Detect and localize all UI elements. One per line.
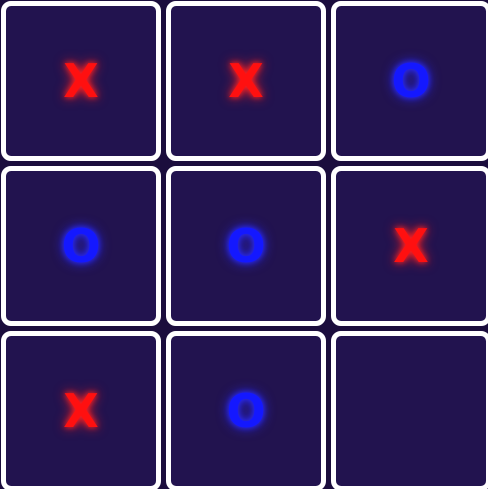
x-mark: X (63, 54, 99, 108)
o-mark: O (391, 54, 431, 108)
cell-r1-c1[interactable]: X (1, 1, 161, 161)
x-mark: X (228, 54, 264, 108)
cell-r1-c3[interactable]: O (331, 1, 488, 161)
cell-r2-c3[interactable]: X (331, 166, 488, 326)
o-mark: O (61, 219, 101, 273)
cell-r1-c2[interactable]: X (166, 1, 326, 161)
cell-r3-c2[interactable]: O (166, 331, 326, 489)
cell-r3-c3[interactable] (331, 331, 488, 489)
x-mark: X (63, 384, 99, 438)
x-mark: X (393, 219, 429, 273)
o-mark: O (226, 384, 266, 438)
cell-r2-c1[interactable]: O (1, 166, 161, 326)
cell-r2-c2[interactable]: O (166, 166, 326, 326)
o-mark: O (226, 219, 266, 273)
cell-r3-c1[interactable]: X (1, 331, 161, 489)
